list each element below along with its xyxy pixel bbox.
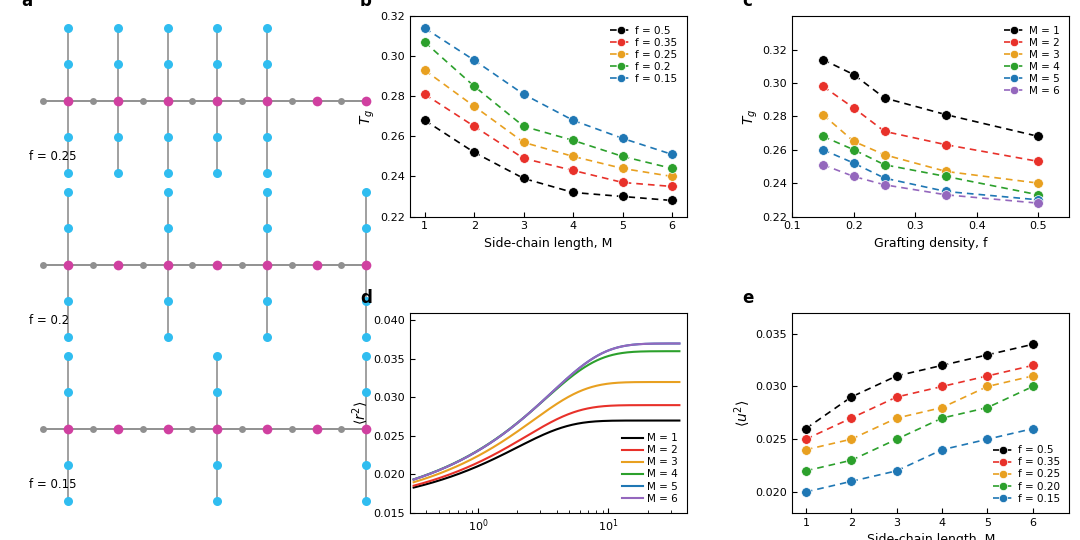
Y-axis label: $T_g$: $T_g$	[360, 108, 378, 125]
Text: c: c	[742, 0, 753, 10]
Y-axis label: $T_g$: $T_g$	[741, 108, 759, 125]
Legend: M = 1, M = 2, M = 3, M = 4, M = 5, M = 6: M = 1, M = 2, M = 3, M = 4, M = 5, M = 6	[618, 429, 681, 508]
Text: a: a	[22, 0, 32, 10]
Legend: f = 0.5, f = 0.35, f = 0.25, f = 0.20, f = 0.15: f = 0.5, f = 0.35, f = 0.25, f = 0.20, f…	[988, 441, 1064, 508]
X-axis label: Grafting density, f: Grafting density, f	[874, 237, 987, 250]
X-axis label: Side-chain length, M: Side-chain length, M	[484, 237, 612, 250]
Text: d: d	[360, 289, 372, 307]
Text: b: b	[360, 0, 372, 10]
X-axis label: Side-chain length, M: Side-chain length, M	[866, 534, 995, 540]
Text: f = 0.15: f = 0.15	[29, 478, 77, 491]
Text: e: e	[742, 289, 754, 307]
Legend: f = 0.5, f = 0.35, f = 0.25, f = 0.2, f = 0.15: f = 0.5, f = 0.35, f = 0.25, f = 0.2, f …	[606, 22, 681, 88]
Y-axis label: $\langle u^2 \rangle$: $\langle u^2 \rangle$	[732, 399, 753, 427]
Y-axis label: $\langle r^2 \rangle$: $\langle r^2 \rangle$	[350, 401, 370, 425]
Legend: M = 1, M = 2, M = 3, M = 4, M = 5, M = 6: M = 1, M = 2, M = 3, M = 4, M = 5, M = 6	[1000, 22, 1064, 100]
Text: f = 0.2: f = 0.2	[29, 314, 69, 327]
Text: f = 0.25: f = 0.25	[29, 150, 77, 163]
